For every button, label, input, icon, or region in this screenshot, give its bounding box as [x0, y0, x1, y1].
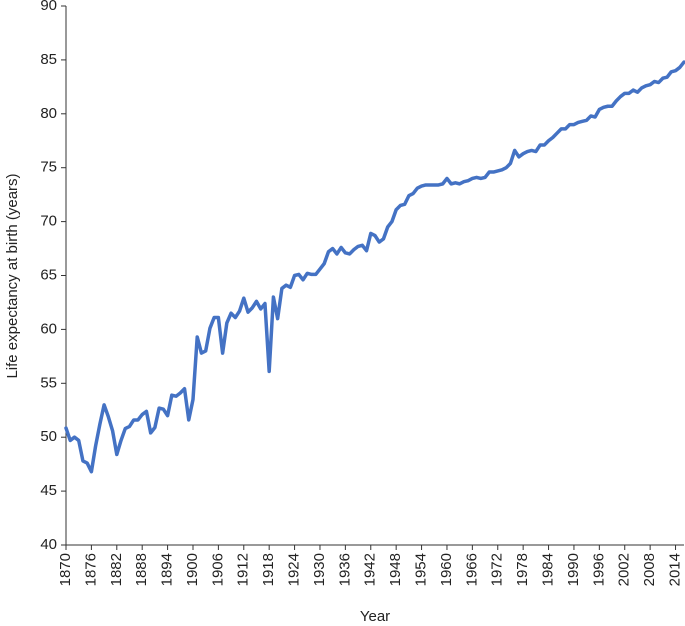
x-tick-label: 2008: [641, 553, 658, 586]
x-tick-label: 1912: [235, 553, 252, 586]
y-axis-title: Life expectancy at birth (years): [4, 173, 21, 378]
x-tick-label: 1900: [184, 553, 201, 586]
x-tick-label: 1990: [565, 553, 582, 586]
x-tick-label: 2014: [667, 553, 684, 586]
x-tick-label: 1918: [260, 553, 277, 586]
x-tick-label: 1960: [438, 553, 455, 586]
x-tick-label: 1930: [311, 553, 328, 586]
x-tick-label: 1906: [209, 553, 226, 586]
x-tick-label: 1894: [159, 553, 176, 586]
line: [64, 60, 685, 474]
x-tick-label: 1870: [57, 553, 74, 586]
y-tick-label: 65: [40, 266, 57, 283]
x-tick-label: 1876: [82, 553, 99, 586]
y-tick-label: 75: [40, 159, 57, 176]
x-tick-label: 1966: [463, 553, 480, 586]
x-tick-label: 1972: [489, 553, 506, 586]
x-tick-label: 1882: [108, 553, 125, 586]
x-tick-label: 1942: [362, 553, 379, 586]
x-tick-label: 1996: [590, 553, 607, 586]
x-tick-label: 1936: [336, 553, 353, 586]
y-tick-label: 85: [40, 51, 57, 68]
x-tick-label: 1978: [514, 553, 531, 586]
x-tick-label: 2002: [616, 553, 633, 586]
y-tick-label: 90: [40, 0, 57, 14]
x-tick-label: 1954: [413, 553, 430, 586]
x-tick-label: 1924: [286, 553, 303, 586]
y-tick-label: 45: [40, 482, 57, 499]
y-tick-label: 70: [40, 213, 57, 230]
y-tick-label: 40: [40, 536, 57, 553]
y-tick-label: 55: [40, 374, 57, 391]
y-tick-label: 60: [40, 320, 57, 337]
y-tick-label: 50: [40, 428, 57, 445]
x-axis-title: Year: [360, 608, 390, 625]
x-tick-label: 1984: [540, 553, 557, 586]
x-tick-label: 1888: [133, 553, 150, 586]
y-tick-label: 80: [40, 105, 57, 122]
x-tick-label: 1948: [387, 553, 404, 586]
